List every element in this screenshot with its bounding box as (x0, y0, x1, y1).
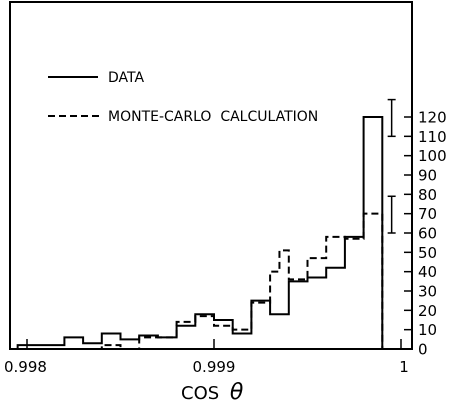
data-series (16, 98, 401, 350)
x-axis-label: COS θ (181, 380, 244, 405)
y-tick-label: 20 (418, 302, 437, 320)
x-tick-label: 1 (399, 358, 409, 376)
y-tick-label: 40 (418, 263, 437, 281)
y-tick-label: 0 (418, 341, 428, 359)
y-tick-label: 120 (418, 109, 447, 127)
y-tick-label: 100 (418, 147, 447, 165)
series-data-histogram (16, 116, 401, 350)
plot-frame (9, 1, 413, 350)
legend-label-data: DATA (108, 70, 144, 86)
legend-label-monte-carlo: MONTE-CARLO CALCULATION (108, 109, 318, 125)
y-tick-label: 90 (418, 167, 437, 185)
y-tick-label: 30 (418, 283, 437, 301)
y-tick-label: 80 (418, 186, 437, 204)
legend: DATA MONTE-CARLO CALCULATION (48, 70, 318, 125)
x-tick-label: 0.998 (4, 358, 47, 376)
x-axis-ticks: 0.998 0.999 1 (4, 339, 409, 376)
x-axis-label-text: COS (181, 383, 219, 404)
x-axis-label-symbol: θ (230, 380, 244, 405)
y-tick-label: 10 (418, 321, 437, 339)
y-tick-label: 50 (418, 244, 437, 262)
y-tick-label: 60 (418, 225, 437, 243)
y-tick-label: 70 (418, 205, 437, 223)
y-tick-label: 110 (418, 128, 447, 146)
series-monte-carlo-histogram (64, 212, 401, 350)
x-tick-label: 0.999 (193, 358, 236, 376)
